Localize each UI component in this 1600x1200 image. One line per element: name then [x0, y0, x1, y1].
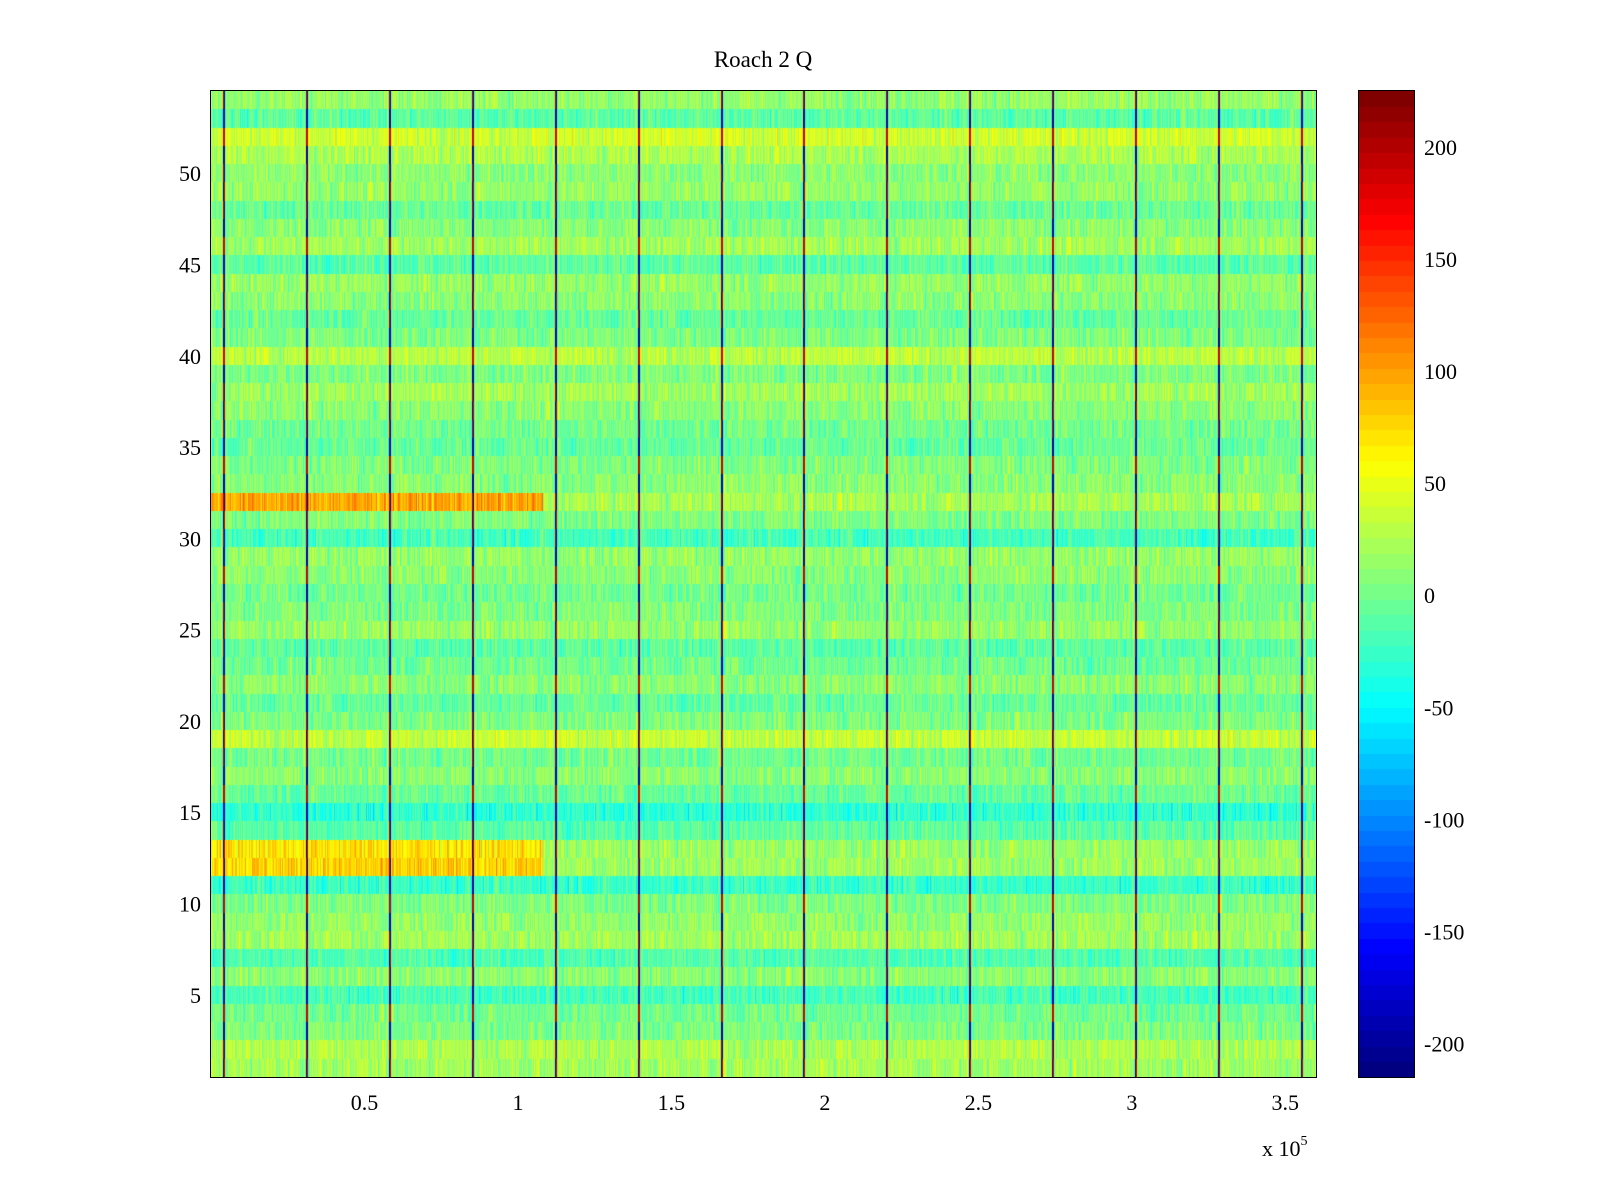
plot-area-frame — [210, 90, 1317, 1078]
colorbar-tick-label: 100 — [1424, 359, 1457, 384]
y-tick-label: 5 — [190, 983, 201, 1008]
colorbar-tick-label: -200 — [1424, 1031, 1464, 1056]
y-axis-ticks: 5 10 15 20 25 30 35 40 45 50 — [179, 161, 1316, 1008]
colorbar-tick-label: 150 — [1424, 247, 1457, 272]
y-tick-label: 10 — [179, 892, 201, 917]
y-tick-label: 35 — [179, 435, 201, 460]
heatmap — [211, 91, 1316, 1077]
x-tick-label: 0.5 — [351, 1090, 379, 1115]
colorbar — [1359, 91, 1414, 1077]
y-tick-label: 50 — [179, 161, 201, 186]
colorbar-tick-label: 200 — [1424, 135, 1457, 160]
x-tick-label: 3 — [1126, 1090, 1137, 1115]
colorbar-ticks: 200 150 100 50 0 -50 -100 -150 -200 — [1359, 135, 1464, 1056]
colorbar-tick-label: 0 — [1424, 583, 1435, 608]
y-tick-label: 25 — [179, 618, 201, 643]
x-axis-multiplier: x 105 — [1262, 1134, 1308, 1161]
colorbar-tick-label: 50 — [1424, 471, 1446, 496]
y-tick-label: 20 — [179, 709, 201, 734]
x-tick-label: 3.5 — [1272, 1090, 1300, 1115]
y-tick-label: 15 — [179, 800, 201, 825]
colorbar-tick-label: -100 — [1424, 807, 1464, 832]
x-tick-label: 2 — [819, 1090, 830, 1115]
colorbar-frame — [1358, 90, 1415, 1078]
x-tick-label: 2.5 — [965, 1090, 993, 1115]
colorbar-tick-label: -150 — [1424, 919, 1464, 944]
colorbar-tick-label: -50 — [1424, 695, 1453, 720]
y-tick-label: 30 — [179, 526, 201, 551]
y-tick-label: 40 — [179, 344, 201, 369]
chart-title: Roach 2 Q — [714, 47, 813, 72]
x-tick-label: 1.5 — [658, 1090, 686, 1115]
x-tick-label: 1 — [512, 1090, 523, 1115]
y-tick-label: 45 — [179, 252, 201, 277]
